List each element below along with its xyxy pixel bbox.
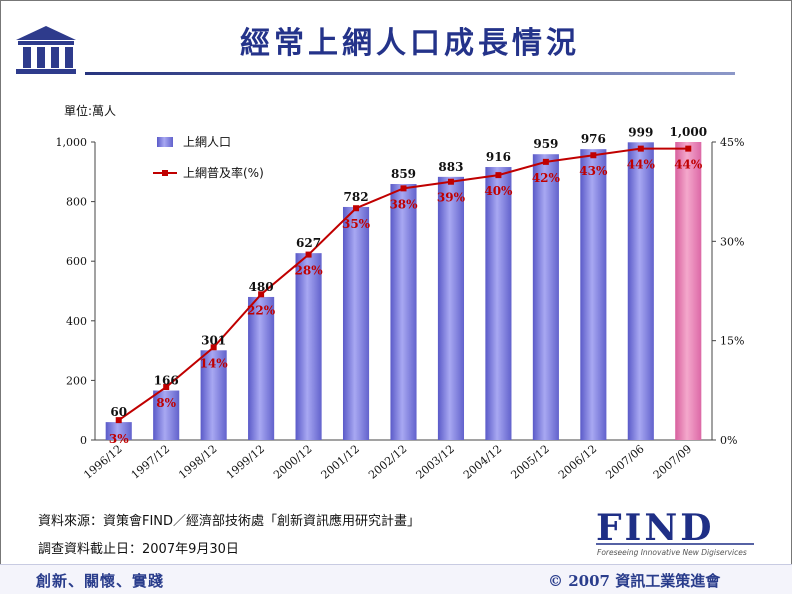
bar (485, 167, 512, 441)
category-label: 2003/12 (414, 442, 457, 481)
category-label: 1998/12 (176, 442, 219, 481)
bar-value-label: 916 (486, 150, 511, 164)
right-tick-label: 0% (720, 434, 737, 447)
bar (200, 350, 227, 440)
right-tick-label: 30% (720, 235, 744, 248)
find-logo-text: FIND (596, 507, 715, 549)
bar (105, 422, 132, 440)
bar-value-label: 1,000 (669, 125, 707, 139)
rate-value-label: 28% (295, 264, 324, 278)
rate-marker (305, 251, 312, 258)
bar (437, 176, 465, 440)
bar (153, 390, 180, 440)
rate-value-label: 14% (200, 356, 229, 370)
bar-value-label: 782 (344, 190, 369, 204)
find-logo: FIND Foreseeing Innovative New Digiservi… (596, 507, 754, 557)
page-title: 經常上網人口成長情況 (240, 26, 580, 61)
bar (248, 296, 275, 440)
left-tick-label: 800 (66, 196, 87, 209)
left-tick-label: 200 (66, 374, 87, 387)
category-label: 2004/12 (461, 442, 504, 481)
footer-bar (0, 564, 792, 594)
rate-marker (163, 384, 170, 391)
rate-marker (353, 205, 360, 212)
rate-marker (258, 291, 265, 298)
left-tick-label: 1,000 (56, 136, 88, 149)
legend-bar-label: 上網人口 (183, 135, 231, 149)
data-labels: 60 166 301 480 627 782 859 883 916 959 976 999 1,000… (109, 125, 707, 446)
source-note: 資料來源：資策會FIND／經濟部技術處「創新資訊應用研究計畫」 (38, 514, 421, 529)
deadline-note: 調查資料截止日：2007年9月30日 (38, 542, 239, 557)
bar (675, 142, 702, 440)
bar-value-label: 627 (296, 236, 321, 250)
category-label: 1997/12 (129, 442, 172, 481)
rate-marker (590, 152, 597, 159)
bar (532, 154, 559, 440)
legend-line-label: 上網普及率(%) (183, 165, 264, 180)
category-label: 2007/09 (651, 442, 694, 481)
footer-copyright: © 2007 資訊工業策進會 (548, 572, 721, 590)
rate-value-label: 3% (109, 432, 129, 446)
rate-marker (210, 344, 217, 351)
rate-value-label: 44% (674, 158, 703, 172)
right-tick-label: 45% (720, 136, 744, 149)
category-label: 2002/12 (366, 442, 409, 481)
rate-marker (447, 178, 454, 185)
legend-line-marker (162, 170, 168, 176)
bar (295, 253, 322, 440)
bar-value-label: 166 (154, 374, 179, 388)
legend-bar-swatch (157, 137, 173, 147)
rate-value-label: 35% (342, 217, 371, 231)
bar-value-label: 976 (581, 132, 606, 146)
bar-value-label: 480 (249, 280, 274, 294)
rate-value-label: 39% (437, 191, 466, 205)
rate-marker (400, 185, 407, 192)
left-tick-label: 400 (66, 315, 87, 328)
category-label: 2006/12 (556, 442, 599, 481)
rate-marker (637, 145, 644, 152)
category-label: 2005/12 (508, 442, 551, 481)
left-tick-label: 0 (80, 434, 87, 447)
rate-value-label: 42% (532, 171, 561, 185)
find-tagline: Foreseeing Innovative New Digiservices (597, 548, 747, 557)
category-label: 1999/12 (224, 442, 267, 481)
title-underline (85, 72, 735, 75)
combo-chart: 0 200 400 600 800 1,000 0% 15% 30% 45% 1996/12 1997… (56, 125, 745, 482)
bar-value-label: 999 (628, 125, 653, 139)
rate-marker (115, 417, 122, 424)
rate-value-label: 40% (484, 184, 513, 198)
bar-value-label: 60 (110, 405, 127, 419)
unit-label: 單位:萬人 (64, 104, 117, 118)
category-label: 2007/06 (603, 442, 646, 481)
rate-value-label: 22% (247, 303, 276, 317)
institution-logo-icon (16, 26, 76, 74)
left-tick-label: 600 (66, 255, 87, 268)
rate-value-label: 43% (579, 164, 608, 178)
bar-value-label: 883 (438, 160, 463, 174)
line-series (115, 145, 692, 424)
bar (580, 149, 607, 441)
bar-series (105, 142, 702, 441)
rate-marker (542, 158, 549, 165)
bar-value-label: 959 (533, 137, 558, 151)
rate-marker (685, 145, 692, 152)
category-label: 2000/12 (271, 442, 314, 481)
bar-value-label: 301 (201, 333, 226, 347)
rate-marker (495, 172, 502, 179)
bar (342, 206, 370, 440)
right-tick-label: 15% (720, 335, 744, 348)
bar (390, 184, 417, 440)
rate-value-label: 8% (156, 396, 176, 410)
rate-value-label: 44% (627, 158, 656, 172)
category-label: 1996/12 (81, 442, 124, 481)
bar-value-label: 859 (391, 167, 416, 181)
category-label: 2001/12 (319, 442, 362, 481)
footer-motto: 創新、關懷、實踐 (36, 572, 165, 590)
rate-value-label: 38% (389, 197, 418, 211)
bar (627, 142, 654, 440)
